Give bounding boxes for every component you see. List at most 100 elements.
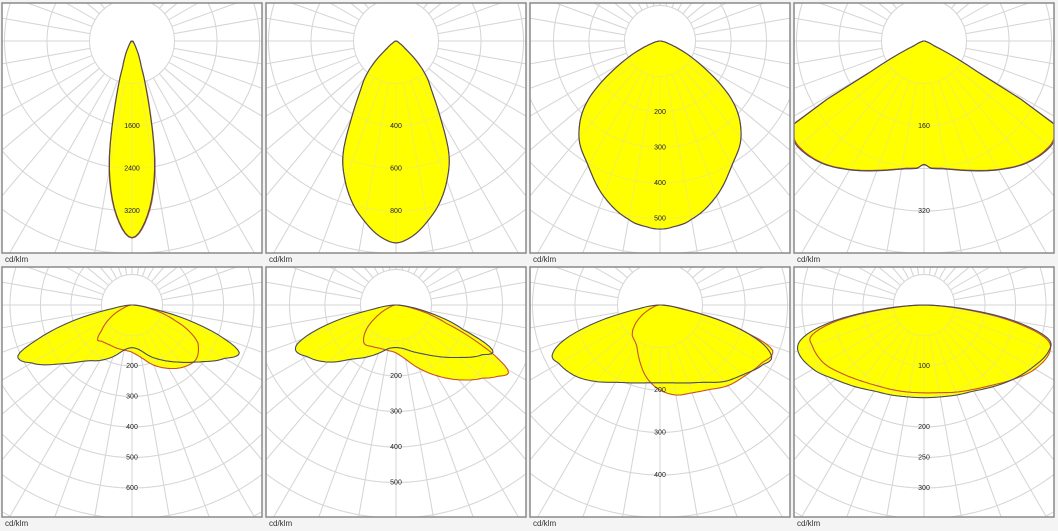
grid-spoke <box>358 339 391 517</box>
grid-spoke <box>614 2 634 19</box>
grid-spoke <box>9 331 118 518</box>
grid-spoke <box>265 17 355 35</box>
unit-label: cd/klm <box>533 519 556 528</box>
grid-ring <box>530 473 790 517</box>
grid-spoke <box>141 333 210 517</box>
grid-spoke <box>793 47 883 65</box>
grid-spoke <box>161 281 263 301</box>
grid-ring <box>624 5 696 77</box>
grid-spoke <box>701 281 790 299</box>
grid-spoke <box>819 2 885 27</box>
grid-spoke <box>155 267 178 286</box>
grid-ring <box>360 269 432 341</box>
grid-spoke <box>950 3 957 9</box>
grid-spoke <box>794 73 898 197</box>
grid-ring <box>2 434 262 489</box>
polar-chart-7: 200 300 400 cd/klm <box>529 266 791 528</box>
grid-spoke <box>928 266 932 276</box>
grid-spoke <box>173 17 262 35</box>
grid-spoke <box>435 55 526 89</box>
grid-ring <box>794 385 1054 458</box>
grid-spoke <box>1 55 93 89</box>
ring-label: 300 <box>654 144 666 151</box>
grid-spoke <box>963 55 1054 89</box>
grid-spoke <box>266 47 355 65</box>
curve-line-2 <box>362 304 510 381</box>
ring-label: 200 <box>390 373 402 380</box>
grid-spoke <box>2 281 103 301</box>
grid-spoke <box>2 319 106 381</box>
ring-label: 500 <box>126 454 138 461</box>
grid-ring <box>265 425 527 483</box>
ring-label: 1600 <box>124 123 140 130</box>
grid-spoke <box>682 3 693 15</box>
grid-spoke <box>674 344 738 517</box>
ring-label: 500 <box>390 479 402 486</box>
grid-spoke <box>151 267 165 282</box>
grid-spoke <box>530 325 624 381</box>
grid-ring <box>289 267 503 412</box>
grid-spoke <box>891 3 898 9</box>
curve-fill-2 <box>109 41 156 239</box>
grid-ring <box>2 511 262 517</box>
grid-spoke <box>537 341 640 517</box>
grid-spoke <box>86 2 100 15</box>
grid-ring <box>794 209 1054 254</box>
ring-label: 300 <box>654 429 666 436</box>
grid-spoke <box>694 17 790 36</box>
grid-spoke <box>965 47 1055 65</box>
grid-spoke <box>938 267 947 279</box>
grid-spoke <box>407 267 411 272</box>
grid-ring <box>2 434 262 489</box>
grid-spoke <box>164 2 178 15</box>
grid-ring <box>794 511 1054 517</box>
curve-line-1 <box>108 40 156 239</box>
grid-spoke <box>901 266 910 279</box>
grid-spoke <box>690 3 727 24</box>
unit-label: cd/klm <box>269 255 292 264</box>
grid-spoke <box>555 267 621 291</box>
grid-spoke <box>801 331 910 517</box>
grid-spoke <box>686 266 693 273</box>
grid-spoke <box>878 3 892 15</box>
grid-spoke <box>960 3 991 21</box>
grid-spoke <box>529 311 619 329</box>
grid-spoke <box>857 267 898 291</box>
grid-spoke <box>363 267 374 279</box>
grid-spoke <box>537 71 643 253</box>
unit-label: cd/klm <box>5 255 28 264</box>
ring-label: 400 <box>390 123 402 130</box>
unit-label: cd/klm <box>5 519 28 528</box>
grid-spoke <box>358 82 390 253</box>
grid-spoke <box>794 324 901 415</box>
grid-spoke <box>54 80 118 253</box>
grid-spoke <box>413 335 519 517</box>
grid-spoke <box>950 2 957 9</box>
grid-spoke <box>953 281 1055 301</box>
grid-spoke <box>161 281 262 301</box>
grid-spoke <box>155 266 178 286</box>
grid-spoke <box>329 267 366 288</box>
grid-spoke <box>381 266 385 272</box>
grid-spoke <box>155 324 262 415</box>
grid-spoke <box>614 267 628 279</box>
grid-spoke <box>418 331 526 461</box>
grid-spoke <box>428 3 442 15</box>
grid-spoke <box>168 61 262 117</box>
grid-spoke <box>329 2 360 21</box>
grid-spoke <box>173 47 263 65</box>
grid-spoke <box>947 324 1054 415</box>
grid-spoke <box>146 80 210 254</box>
grid-spoke <box>529 52 627 89</box>
grid-spoke <box>94 334 128 517</box>
grid-ring <box>881 3 967 84</box>
grid-spoke <box>530 311 619 329</box>
grid-spoke <box>666 346 698 517</box>
grid-spoke <box>65 266 106 291</box>
grid-spoke <box>168 3 199 21</box>
grid-spoke <box>318 338 385 518</box>
curve-line-2 <box>809 304 1052 394</box>
ring-label: 300 <box>126 393 138 400</box>
grid-spoke <box>2 314 104 353</box>
grid-ring <box>353 3 439 84</box>
